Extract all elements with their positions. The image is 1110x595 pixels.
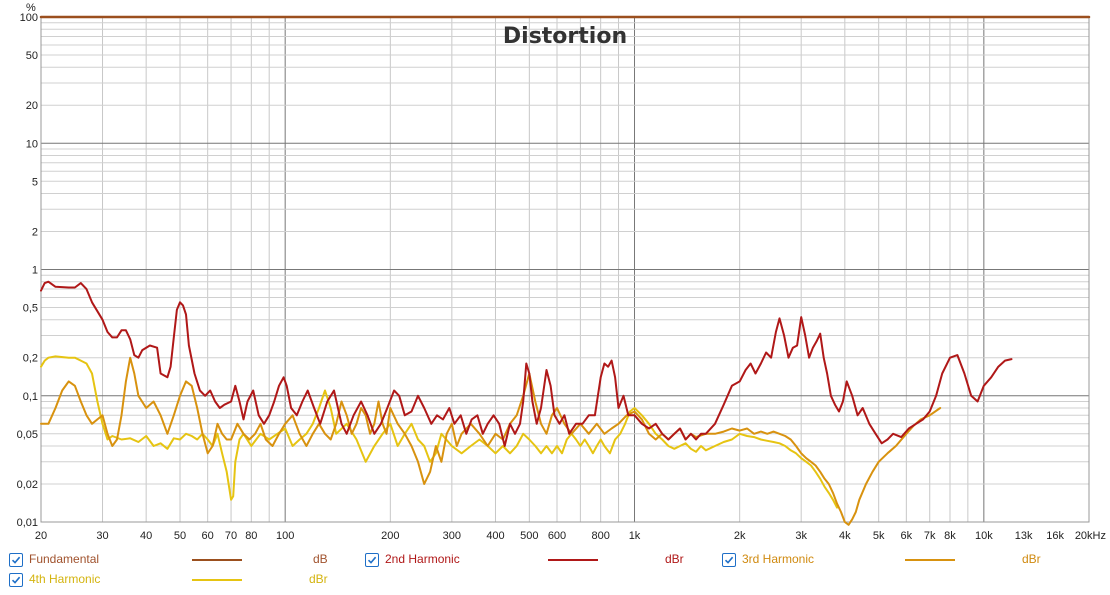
series-line-2nd-harmonic bbox=[40, 280, 1013, 447]
y-tick-label: 0,2 bbox=[23, 353, 38, 365]
legend-label: Fundamental bbox=[29, 552, 100, 566]
x-tick-label: 2k bbox=[734, 530, 746, 542]
legend-unit: dBr bbox=[665, 552, 684, 566]
x-tick-label: 80 bbox=[245, 530, 257, 542]
x-tick-label: 60 bbox=[202, 530, 214, 542]
x-tick-label: 5k bbox=[873, 530, 885, 542]
x-tick-label: 500 bbox=[520, 530, 538, 542]
x-tick-label: 20kHz bbox=[1075, 530, 1106, 542]
x-tick-label: 13k bbox=[1015, 530, 1033, 542]
x-axis-ticks: 20 30 40 50 60 70 80 100 200 300 400 500 600 800 1k 2k 3… bbox=[35, 530, 1106, 542]
fundamental-checkbox[interactable] bbox=[9, 553, 23, 567]
legend-swatch bbox=[192, 579, 242, 581]
legend-unit: dBr bbox=[1022, 552, 1041, 566]
distortion-chart: % 100 50 20 10 5 2 1 0,5 0,2 0,1 0,05 0,02 0,01 20 30… bbox=[17, 2, 1106, 542]
legend-unit: dB bbox=[313, 552, 328, 566]
x-tick-label: 50 bbox=[174, 530, 186, 542]
legend-label: 4th Harmonic bbox=[29, 572, 101, 586]
x-tick-label: 800 bbox=[591, 530, 609, 542]
x-tick-label: 8k bbox=[944, 530, 956, 542]
legend-item-2nd-harmonic[interactable]: 2nd Harmonic dBr bbox=[365, 552, 705, 571]
y-tick-label: 0,1 bbox=[23, 391, 38, 403]
x-tick-label: 4k bbox=[839, 530, 851, 542]
x-tick-label: 20 bbox=[35, 530, 47, 542]
y-tick-label: 2 bbox=[32, 226, 38, 238]
x-tick-label: 300 bbox=[443, 530, 461, 542]
3rd-harmonic-checkbox[interactable] bbox=[722, 553, 736, 567]
x-tick-label: 16k bbox=[1046, 530, 1064, 542]
x-tick-label: 10k bbox=[975, 530, 993, 542]
legend-item-fundamental[interactable]: Fundamental dB bbox=[9, 552, 349, 571]
legend-label: 2nd Harmonic bbox=[385, 552, 460, 566]
check-icon bbox=[367, 556, 377, 564]
x-tick-label: 1k bbox=[629, 530, 641, 542]
legend-item-4th-harmonic[interactable]: 4th Harmonic dBr bbox=[9, 572, 349, 591]
x-tick-label: 100 bbox=[276, 530, 294, 542]
4th-harmonic-checkbox[interactable] bbox=[9, 573, 23, 587]
grid bbox=[40, 16, 1090, 523]
y-tick-label: 50 bbox=[26, 50, 38, 62]
legend-swatch bbox=[192, 559, 242, 561]
x-tick-label: 600 bbox=[548, 530, 566, 542]
y-tick-label: 0,01 bbox=[17, 517, 38, 529]
x-tick-label: 6k bbox=[901, 530, 913, 542]
y-axis-unit: % bbox=[26, 2, 36, 14]
x-tick-label: 30 bbox=[96, 530, 108, 542]
legend-swatch bbox=[905, 559, 955, 561]
y-tick-label: 100 bbox=[20, 12, 38, 24]
y-tick-label: 5 bbox=[32, 176, 38, 188]
legend-item-3rd-harmonic[interactable]: 3rd Harmonic dBr bbox=[722, 552, 1062, 571]
chart-title: Distortion bbox=[503, 24, 627, 49]
x-tick-label: 40 bbox=[140, 530, 152, 542]
legend-swatch bbox=[548, 559, 598, 561]
x-tick-label: 7k bbox=[924, 530, 936, 542]
x-tick-label: 3k bbox=[795, 530, 807, 542]
check-icon bbox=[11, 556, 21, 564]
series-lines bbox=[39, 15, 1091, 526]
y-tick-label: 10 bbox=[26, 138, 38, 150]
legend-label: 3rd Harmonic bbox=[742, 552, 815, 566]
y-tick-label: 0,02 bbox=[17, 479, 38, 491]
2nd-harmonic-checkbox[interactable] bbox=[365, 553, 379, 567]
series-line-3rd-harmonic bbox=[40, 356, 942, 526]
y-axis-ticks: 100 50 20 10 5 2 1 0,5 0,2 0,1 0,05 0,02 0,01 bbox=[17, 12, 38, 529]
legend-unit: dBr bbox=[309, 572, 328, 586]
series-line-4th-harmonic bbox=[40, 355, 838, 509]
y-tick-label: 20 bbox=[26, 100, 38, 112]
y-tick-label: 0,5 bbox=[23, 303, 38, 315]
y-tick-label: 1 bbox=[32, 265, 38, 277]
x-tick-label: 70 bbox=[225, 530, 237, 542]
check-icon bbox=[724, 556, 734, 564]
x-tick-label: 200 bbox=[381, 530, 399, 542]
x-tick-label: 400 bbox=[486, 530, 504, 542]
check-icon bbox=[11, 576, 21, 584]
legend: Fundamental dB 2nd Harmonic dBr 3rd Harm… bbox=[0, 546, 1110, 595]
y-tick-label: 0,05 bbox=[17, 429, 38, 441]
